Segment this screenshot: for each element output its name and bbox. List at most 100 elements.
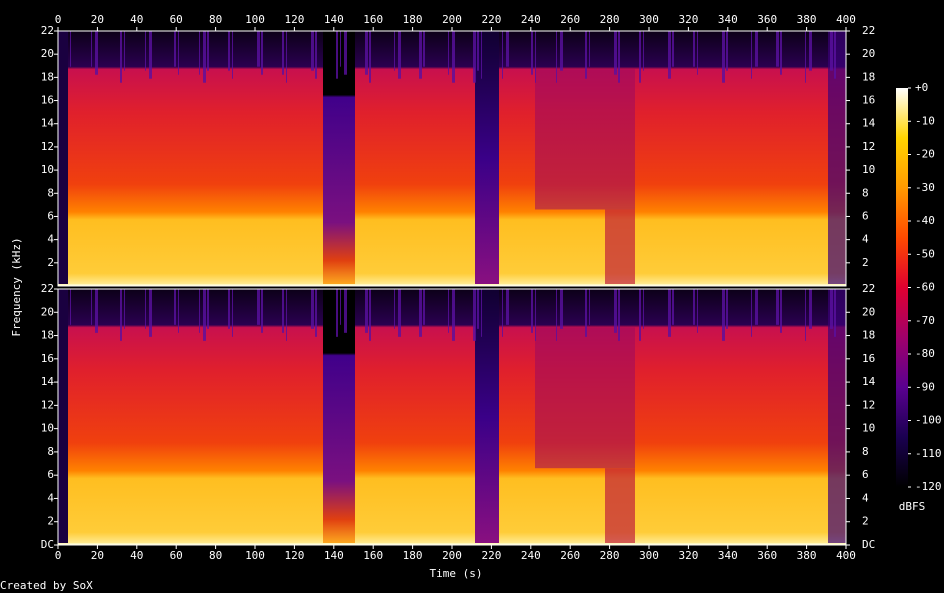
spectrogram-streak	[336, 289, 338, 337]
x-tick-label: 40	[130, 549, 143, 562]
spectrogram-streak	[776, 289, 779, 325]
spectrogram-streak	[120, 289, 122, 341]
spectrogram-streak	[282, 289, 284, 333]
y-tick-label: 6	[862, 209, 869, 222]
spectrogram-streak	[261, 289, 263, 333]
x-tick-label: 320	[678, 549, 698, 562]
spectrogram-streak	[174, 289, 176, 325]
y-tick-label: 2	[862, 256, 869, 269]
spectrogram-streak	[365, 31, 368, 75]
y-tick-label: 16	[41, 352, 54, 365]
y-tick-label: 6	[47, 468, 54, 481]
spectrogram-streak	[232, 289, 233, 337]
spectrogram-streak	[315, 289, 317, 337]
x-tick-label: 280	[600, 13, 620, 26]
spectrogram-streak	[149, 289, 152, 337]
x-tick-label: 360	[757, 13, 777, 26]
x-tick-label: 80	[209, 549, 222, 562]
x-tick-label: 20	[91, 549, 104, 562]
spectrogram-streak	[693, 31, 695, 67]
spectrogram-streak	[423, 31, 425, 67]
dc-line	[58, 543, 846, 545]
y-tick-label: 18	[862, 70, 875, 83]
spectrogram-region	[535, 69, 635, 210]
spectrogram-streak	[751, 31, 752, 79]
spectrogram-streak	[91, 31, 92, 67]
spectrogram-streak	[780, 289, 782, 333]
spectrogram-streak	[203, 31, 206, 83]
x-tick-label: 400	[836, 13, 856, 26]
y-tick-label: 8	[862, 186, 869, 199]
y-tick-label: 16	[862, 94, 875, 107]
x-tick-label: 340	[718, 13, 738, 26]
spectrogram-streak	[228, 289, 230, 329]
spectrogram-streak	[531, 289, 533, 333]
x-tick-label: 220	[481, 13, 501, 26]
spectrogram-streak	[70, 31, 71, 67]
spectrogram-streak	[423, 289, 425, 325]
y-tick-label: 20	[862, 47, 875, 60]
spectrogram-streak	[780, 31, 782, 75]
y-tick-label: 16	[41, 94, 54, 107]
spectrogram-streak	[672, 31, 674, 67]
spectrogram-streak	[340, 289, 341, 325]
spectrogram-streak	[697, 31, 698, 75]
spectrogram-streak	[481, 289, 482, 337]
spectrogram-streak	[805, 289, 806, 341]
spectrogram-streak	[369, 289, 371, 341]
spectrogram-streak	[834, 31, 836, 79]
spectrogram-streak	[639, 289, 641, 341]
x-tick-label: 280	[600, 549, 620, 562]
y-tick-label: 8	[47, 186, 54, 199]
y-tick-label: 2	[47, 515, 54, 528]
y-tick-label: 14	[862, 375, 876, 388]
spectrogram-streak	[589, 31, 590, 67]
x-tick-label: 20	[91, 13, 104, 26]
x-tick-label: 320	[678, 13, 698, 26]
spectrogram-region	[535, 327, 635, 469]
x-tick-label: 300	[639, 549, 659, 562]
spectrogram-streak	[336, 31, 338, 79]
spectrogram-streak	[228, 31, 230, 71]
spectrogram-streak	[178, 289, 179, 333]
spectrogram-streak	[643, 289, 644, 329]
spectrogram-streak	[207, 31, 209, 71]
spectrogram-region	[828, 31, 846, 286]
spectrogram-gap	[323, 289, 355, 545]
colorbar	[896, 88, 908, 487]
spectrogram-streak	[448, 289, 449, 333]
x-tick-label: 380	[797, 549, 817, 562]
spectrogram-streak	[203, 289, 206, 341]
spectrogram-gap	[323, 31, 355, 286]
y-axis-label: Frequency (kHz)	[10, 237, 23, 336]
spectrogram-streak	[207, 289, 209, 329]
x-axis-label: Time (s)	[430, 567, 483, 580]
spectrogram-streak	[311, 31, 314, 71]
spectrogram-streak	[755, 289, 758, 325]
x-tick-label: 140	[324, 549, 344, 562]
y-tick-label: 10	[41, 422, 54, 435]
y-tick-label: 10	[862, 422, 875, 435]
y-tick-label: 22	[862, 282, 875, 295]
colorbar-tick-label: -30	[915, 181, 935, 194]
y-tick-label: 18	[41, 329, 54, 342]
spectrogram-streak	[95, 31, 98, 75]
y-tick-label: 14	[41, 117, 55, 130]
spectrogram-streak	[394, 289, 395, 329]
x-tick-label: 260	[560, 13, 580, 26]
spectrogram-streak	[145, 289, 146, 329]
x-tick-label: 140	[324, 13, 344, 26]
spectrogram-streak	[70, 289, 71, 325]
spectrogram-streak	[560, 289, 563, 329]
credit: Created by SoX	[0, 579, 93, 592]
y-tick-label: 2	[862, 515, 869, 528]
spectrogram-streak	[535, 289, 536, 341]
x-tick-label: 40	[130, 13, 143, 26]
y-tick-label: 18	[862, 329, 875, 342]
spectrogram-edge	[58, 31, 68, 286]
spectrogram-streak	[693, 289, 695, 325]
y-tick-label: 6	[47, 209, 54, 222]
colorbar-label: dBFS	[899, 500, 926, 513]
spectrogram-streak	[344, 289, 347, 333]
colorbar-tick-label: -110	[915, 447, 942, 460]
